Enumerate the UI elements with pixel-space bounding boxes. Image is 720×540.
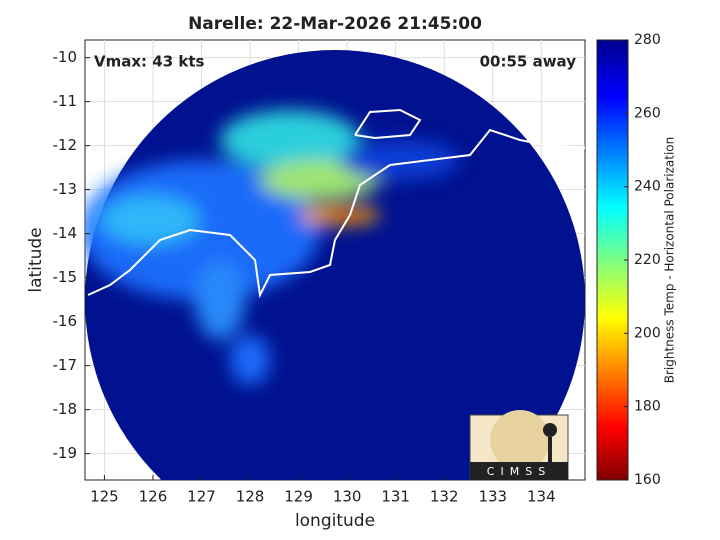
y-tick-label: -10	[53, 48, 78, 66]
y-axis-label: latitude	[26, 227, 46, 292]
y-tick-label: -13	[53, 180, 78, 198]
x-tick-label: 134	[527, 488, 556, 506]
x-tick-label: 128	[236, 488, 265, 506]
x-tick-label: 131	[381, 488, 410, 506]
y-tick-label: -18	[53, 400, 78, 418]
y-tick-label: -17	[53, 356, 78, 374]
y-tick-label: -15	[53, 268, 78, 286]
colorbar-tick-label: 240	[634, 179, 661, 195]
x-tick-label: 127	[187, 488, 216, 506]
colorbar	[596, 39, 629, 481]
colorbar-tick-label: 180	[634, 399, 661, 415]
chart-title: Narelle: 22-Mar-2026 21:45:00	[188, 14, 482, 34]
logo-text: CIMSS	[487, 465, 551, 478]
colorbar-tick-label: 160	[634, 472, 661, 488]
colorbar-label: Brightness Temp - Horizontal Polarizatio…	[663, 137, 677, 384]
x-tick-label: 133	[478, 488, 507, 506]
y-tick-label: -16	[53, 312, 78, 330]
y-tick-label: -19	[53, 444, 78, 462]
x-tick-label: 130	[333, 488, 362, 506]
colorbar-tick-label: 260	[634, 105, 661, 121]
x-tick-label: 126	[139, 488, 168, 506]
annotation: Vmax: 43 kts	[94, 53, 204, 71]
y-tick-label: -14	[53, 224, 78, 242]
y-tick-label: -12	[53, 136, 78, 154]
x-tick-label: 129	[284, 488, 313, 506]
annotation: 00:55 away	[480, 53, 577, 71]
colorbar-tick-label: 280	[634, 32, 661, 48]
x-tick-label: 125	[90, 488, 119, 506]
swath-image: CIMSS	[85, 50, 585, 480]
x-axis-label: longitude	[295, 511, 375, 531]
colorbar-tick-label: 200	[634, 325, 661, 341]
x-tick-label: 132	[430, 488, 459, 506]
colorbar-tick-label: 220	[634, 252, 661, 268]
y-tick-label: -11	[53, 92, 78, 110]
